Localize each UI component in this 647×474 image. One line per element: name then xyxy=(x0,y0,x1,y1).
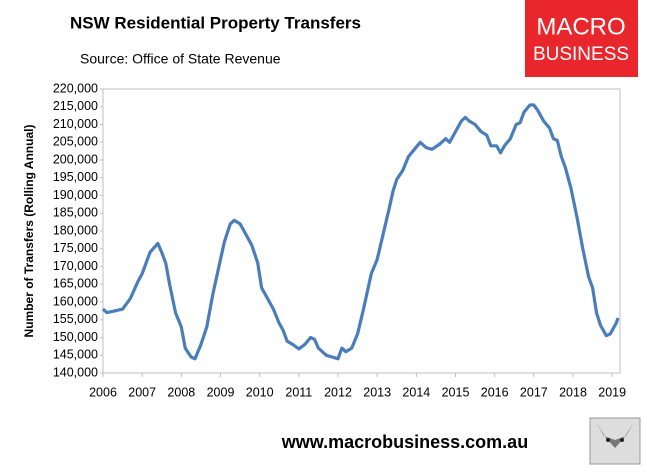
y-tick-label: 190,000 xyxy=(53,188,98,202)
x-tick-label: 2013 xyxy=(363,385,391,399)
y-tick-label: 155,000 xyxy=(53,312,98,326)
fox-icon xyxy=(589,417,641,465)
y-tick-label: 140,000 xyxy=(53,365,98,379)
chart-title: NSW Residential Property Transfers xyxy=(70,13,361,32)
chart-subtitle: Source: Office of State Revenue xyxy=(80,51,281,67)
x-tick-label: 2009 xyxy=(207,385,235,399)
logo-box xyxy=(525,0,638,77)
x-tick-label: 2006 xyxy=(89,385,117,399)
y-tick-label: 175,000 xyxy=(53,241,98,255)
y-tick-label: 150,000 xyxy=(53,330,98,344)
x-tick-label: 2012 xyxy=(324,385,352,399)
x-tick-label: 2014 xyxy=(402,385,430,399)
y-tick-label: 145,000 xyxy=(53,348,98,362)
x-tick-label: 2008 xyxy=(167,385,195,399)
data-line xyxy=(101,103,620,361)
logo-text: BUSINESS xyxy=(533,44,629,65)
y-tick-label: 210,000 xyxy=(53,117,98,131)
x-tick-label: 2007 xyxy=(128,385,156,399)
y-tick-label: 185,000 xyxy=(53,206,98,220)
x-tick-label: 2018 xyxy=(559,385,587,399)
y-tick-label: 200,000 xyxy=(53,152,98,166)
y-tick-label: 220,000 xyxy=(53,81,98,95)
x-tick-label: 2016 xyxy=(481,385,509,399)
x-tick-label: 2019 xyxy=(598,385,626,399)
x-tick-label: 2011 xyxy=(285,385,312,399)
footer-url: www.macrobusiness.com.au xyxy=(281,432,528,452)
y-tick-label: 160,000 xyxy=(53,294,98,308)
x-tick-label: 2010 xyxy=(246,385,274,399)
y-tick-label: 165,000 xyxy=(53,277,98,291)
x-tick-label: 2015 xyxy=(442,385,470,399)
y-tick-label: 215,000 xyxy=(53,99,98,113)
y-tick-label: 180,000 xyxy=(53,223,98,237)
y-tick-label: 170,000 xyxy=(53,259,98,273)
x-tick-label: 2017 xyxy=(520,385,548,399)
y-tick-label: 195,000 xyxy=(53,170,98,184)
y-axis-label: Number of Transfers (Rolling Annual) xyxy=(22,125,36,338)
logo-text: MACRO xyxy=(536,13,625,40)
y-tick-label: 205,000 xyxy=(53,135,98,149)
